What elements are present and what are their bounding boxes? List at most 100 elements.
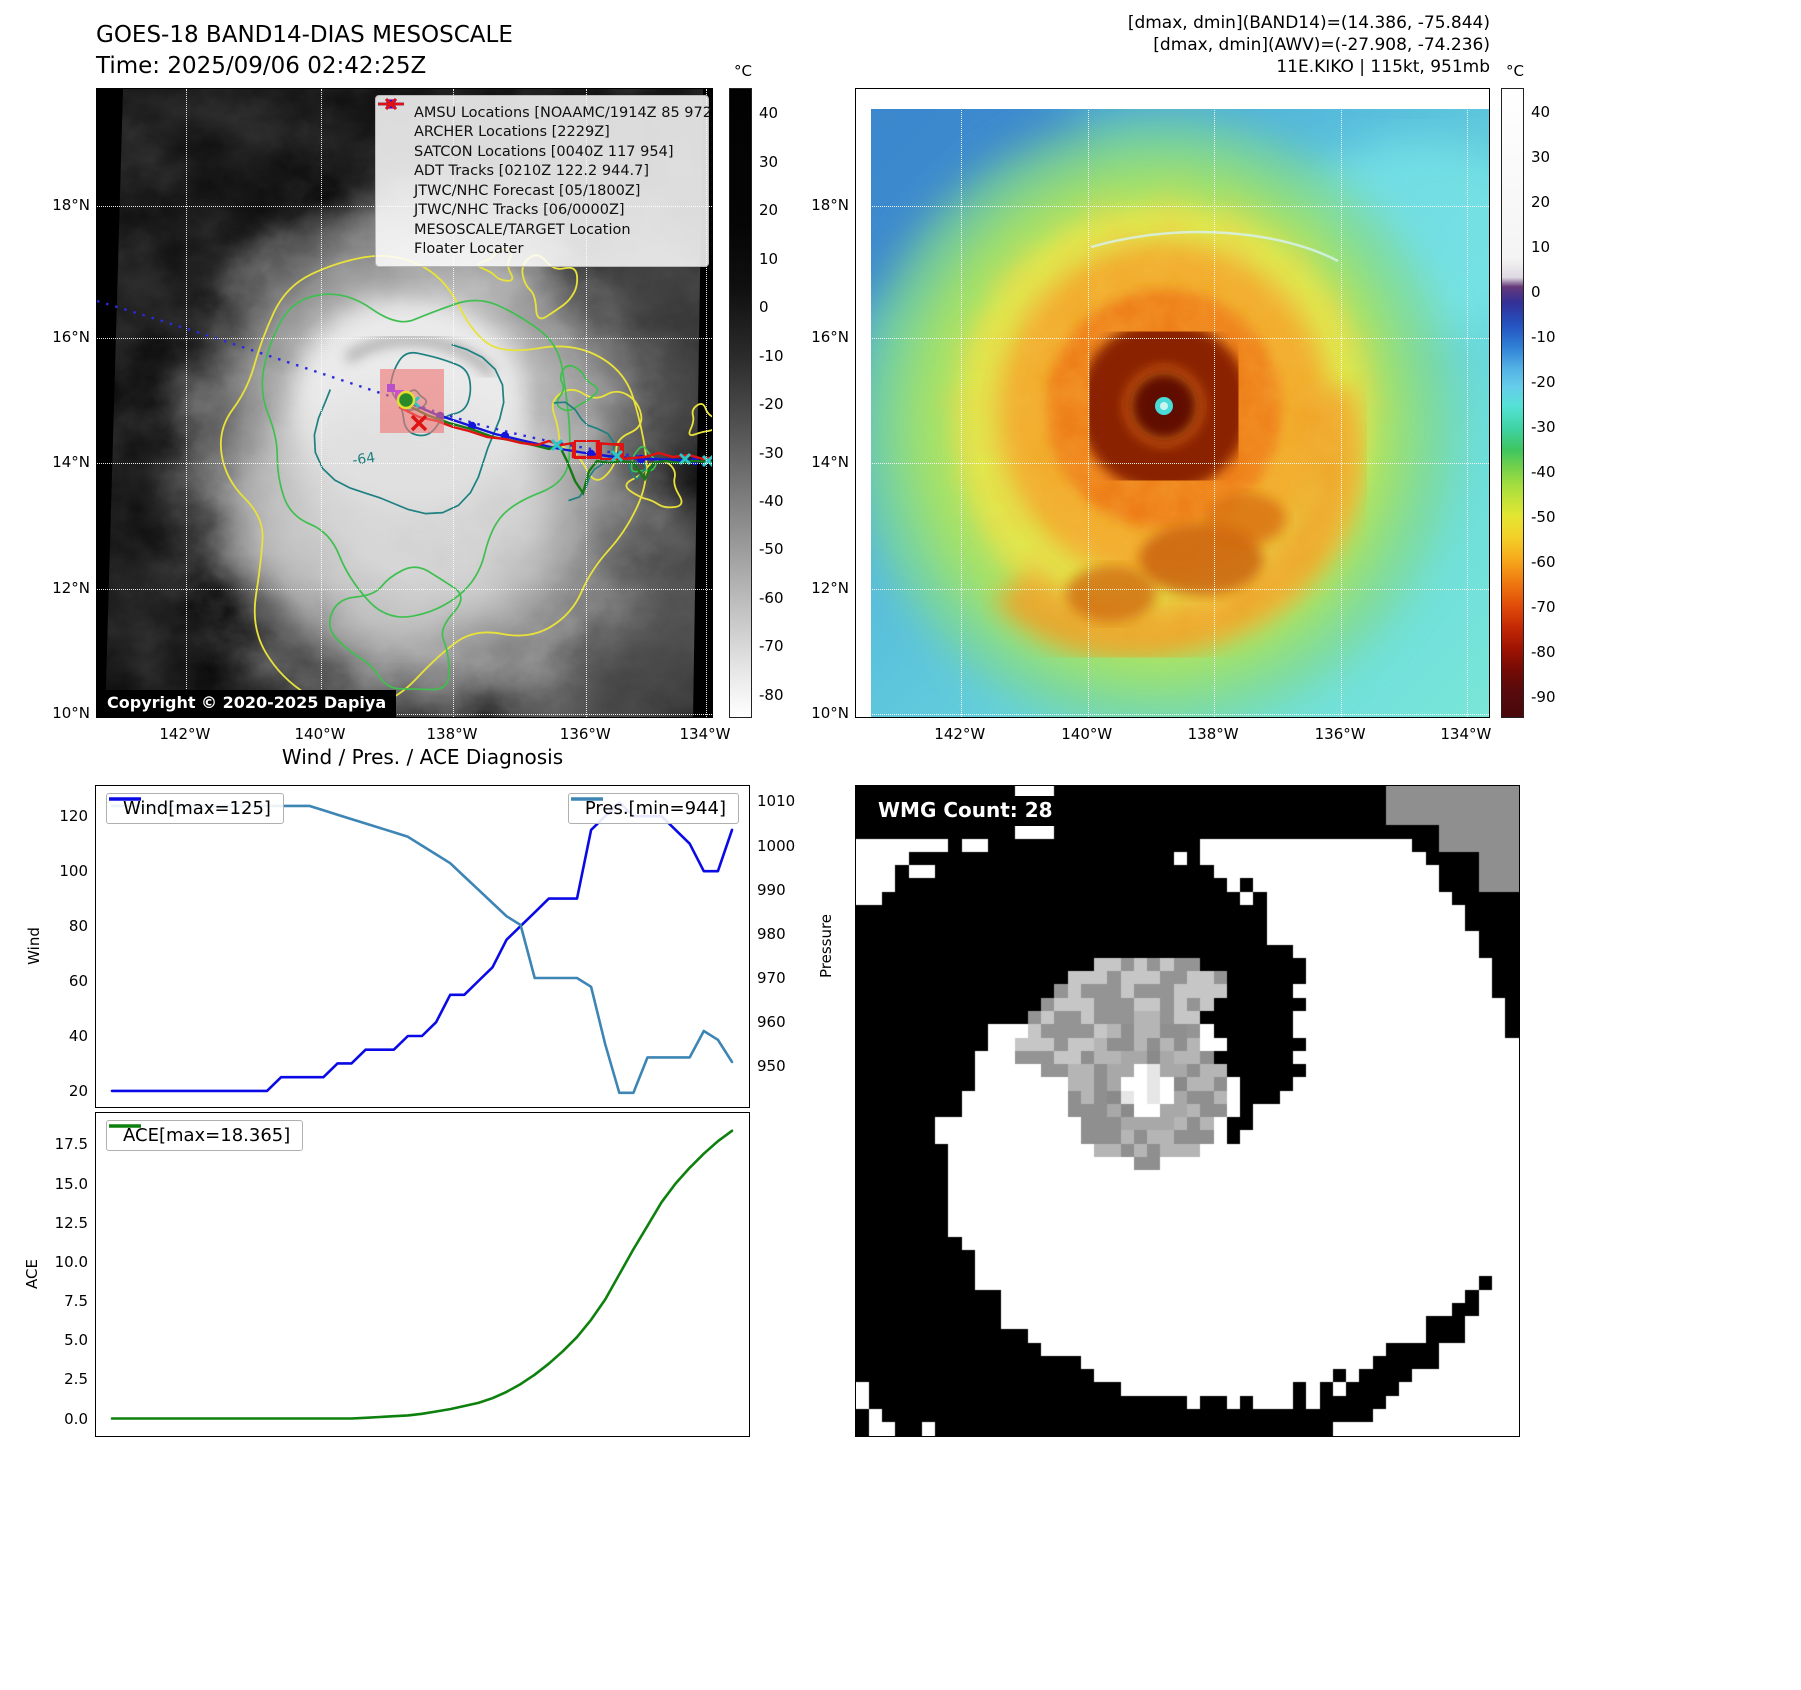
ace-axis-label: ACE — [23, 1259, 41, 1289]
chart-legend-pressure: Pres.[min=944] — [567, 793, 739, 824]
colorbar-grayscale: °C 40 30 20 10 0 -10 -20 -30 -40 -50 -60 -70 -80 — [729, 62, 784, 718]
colorbar-tick-label: -20 — [759, 395, 784, 413]
lat-tick-label: 10°N — [811, 703, 849, 722]
colorbar-tick-label: 30 — [1531, 147, 1551, 166]
legend-item: SATCON Locations [0040Z 117 954] — [384, 97, 700, 162]
legend-item: JTWC/NHC Forecast [05/1800Z] — [378, 102, 700, 201]
gridline-lat — [97, 589, 712, 591]
lon-tick-label: 134°W — [679, 725, 731, 743]
colorbar-tick-label: 0 — [759, 298, 769, 317]
map-band14-grayscale: -64 AMSU Locations [NOAAMC/1914Z 85 972]… — [96, 88, 713, 718]
colorbar-tick-label: -50 — [759, 540, 784, 559]
colorbar-tick-label: 10 — [759, 249, 779, 268]
gridline-lat — [856, 589, 1489, 591]
colorbar-tick-label: -10 — [759, 346, 784, 365]
legend-item-label: ADT Tracks [0210Z 122.2 944.7] — [414, 163, 650, 180]
colorbar-tick-label: -60 — [1531, 552, 1556, 571]
colorbar-tick-label: -50 — [1531, 507, 1556, 526]
axis-tick-label: 20 — [68, 1081, 88, 1100]
chart-ace: 0.0 2.5 5.0 7.5 10.0 12.5 15.0 17.5 ACE[max=18.3… — [55, 1112, 750, 1437]
colorbar-tick-label: -30 — [1531, 417, 1556, 436]
colorbar-tick-label: -80 — [1531, 642, 1556, 661]
colorbar-enhanced: °C 40 30 20 10 0 -10 -20 -30 -40 -50 -60 -70 -80 -90 — [1501, 62, 1556, 718]
pressure-axis-label: Pressure — [817, 913, 835, 979]
legend-item-label: JTWC/NHC Tracks [06/0000Z] — [414, 202, 625, 219]
lat-tick-label: 14°N — [52, 453, 90, 472]
gridline-lat — [856, 714, 1489, 715]
cloud-contour — [630, 445, 657, 473]
gridline-lon — [1341, 89, 1343, 717]
legend-item: ADT Tracks [0210Z 122.2 944.7] — [378, 102, 700, 182]
floater-track-line — [398, 405, 712, 461]
chart-legend-ace: ACE[max=18.365] — [106, 1120, 304, 1151]
map-legend: AMSU Locations [NOAAMC/1914Z 85 972] ARCH… — [375, 95, 712, 267]
axis-tick-label: 17.5 — [54, 1135, 88, 1154]
lon-tick-label: 134°W — [1440, 725, 1492, 743]
lat-tick-label: 10°N — [52, 703, 90, 722]
chart-legend-label: Pres.[min=944] — [584, 798, 726, 819]
wind-pressure-plot — [110, 801, 734, 1095]
legend-item-label: MESOSCALE/TARGET Location — [414, 221, 631, 238]
series-ace — [110, 1129, 734, 1420]
lon-tick-label: 140°W — [294, 725, 346, 743]
stats-header: [dmax, dmin](BAND14)=(14.386, -75.844) [… — [900, 12, 1490, 78]
wmg-count-badge: WMG Count: 28 — [868, 796, 1063, 826]
colorbar-tick-label: -90 — [1531, 687, 1556, 706]
colorbar-tick-label: -30 — [759, 443, 784, 462]
lat-tick-label: 16°N — [52, 327, 90, 346]
axis-tick-label: 960 — [757, 1013, 786, 1032]
gridline-lon — [321, 89, 322, 717]
legend-item-label: AMSU Locations [NOAAMC/1914Z 85 972] — [414, 104, 713, 121]
axis-tick-label: 100 — [59, 862, 88, 881]
colorbar-tick-label: -80 — [759, 685, 784, 704]
lat-tick-label: 18°N — [52, 196, 90, 215]
axis-tick-label: 1000 — [757, 836, 796, 855]
cloud-contour — [329, 566, 462, 691]
axis-tick-label: 60 — [68, 972, 88, 990]
colorbar-tick-label: -10 — [1531, 327, 1556, 346]
gridline-lon — [586, 89, 588, 717]
colorbar-tick-label: 40 — [759, 104, 779, 123]
colorbar-tick-label: 40 — [1531, 102, 1551, 121]
cloud-contour — [688, 403, 712, 437]
legend-item-label: ARCHER Locations [2229Z] — [414, 124, 610, 141]
lon-tick-label: 142°W — [934, 725, 986, 743]
wmg-panel: WMG Count: 28 — [855, 785, 1520, 1437]
axis-tick-label: 950 — [757, 1057, 786, 1076]
lat-tick-label: 12°N — [52, 579, 90, 598]
gridline-lat — [856, 337, 1489, 339]
colorbar-tick-label: -60 — [759, 588, 784, 607]
axis-tick-label: 120 — [59, 807, 88, 826]
legend-item: ARCHER Locations [2229Z] — [384, 99, 700, 143]
satcon-x-markers — [407, 395, 712, 468]
adt-track-line — [402, 401, 712, 496]
lon-tick-label: 140°W — [1061, 725, 1113, 743]
colorbar-tick-label: 20 — [1531, 192, 1551, 211]
storm-tracks — [97, 299, 712, 496]
gridline-lon — [706, 89, 707, 717]
lon-tick-label: 136°W — [559, 725, 611, 743]
colorbar-unit: °C — [1506, 62, 1524, 80]
axis-tick-label: 5.0 — [64, 1331, 88, 1350]
dmax-dmin-band14: [dmax, dmin](BAND14)=(14.386, -75.844) — [1127, 13, 1490, 33]
storm-center-marker — [396, 390, 416, 410]
axis-tick-label: 10.0 — [54, 1252, 88, 1271]
legend-item: MESOSCALE/TARGET Location — [384, 97, 700, 240]
gridline-lon — [1214, 89, 1216, 717]
lon-tick-label: 138°W — [426, 725, 478, 743]
gridline-lat — [97, 337, 712, 339]
legend-item-label: JTWC/NHC Forecast [05/1800Z] — [414, 182, 641, 199]
axis-tick-label: 40 — [68, 1027, 88, 1045]
axis-tick-label: 0.0 — [64, 1409, 88, 1428]
cloud-contour — [556, 364, 599, 412]
copyright-badge: Copyright © 2020-2025 Dapiya — [97, 690, 397, 717]
axis-tick-label: 15.0 — [54, 1174, 88, 1193]
storm-summary: 11E.KIKO | 115kt, 951mb — [1276, 57, 1490, 77]
gridline-lat — [856, 463, 1489, 465]
cloud-contour — [261, 293, 571, 618]
cloud-contour — [628, 461, 647, 480]
chart-wind-pressure: 20 40 60 80 100 120 950 960 970 980 990 1000 1010 Win… — [59, 785, 795, 1108]
satellite-image-enhanced — [856, 89, 1489, 717]
legend-item-label: SATCON Locations [0040Z 117 954] — [414, 143, 674, 160]
